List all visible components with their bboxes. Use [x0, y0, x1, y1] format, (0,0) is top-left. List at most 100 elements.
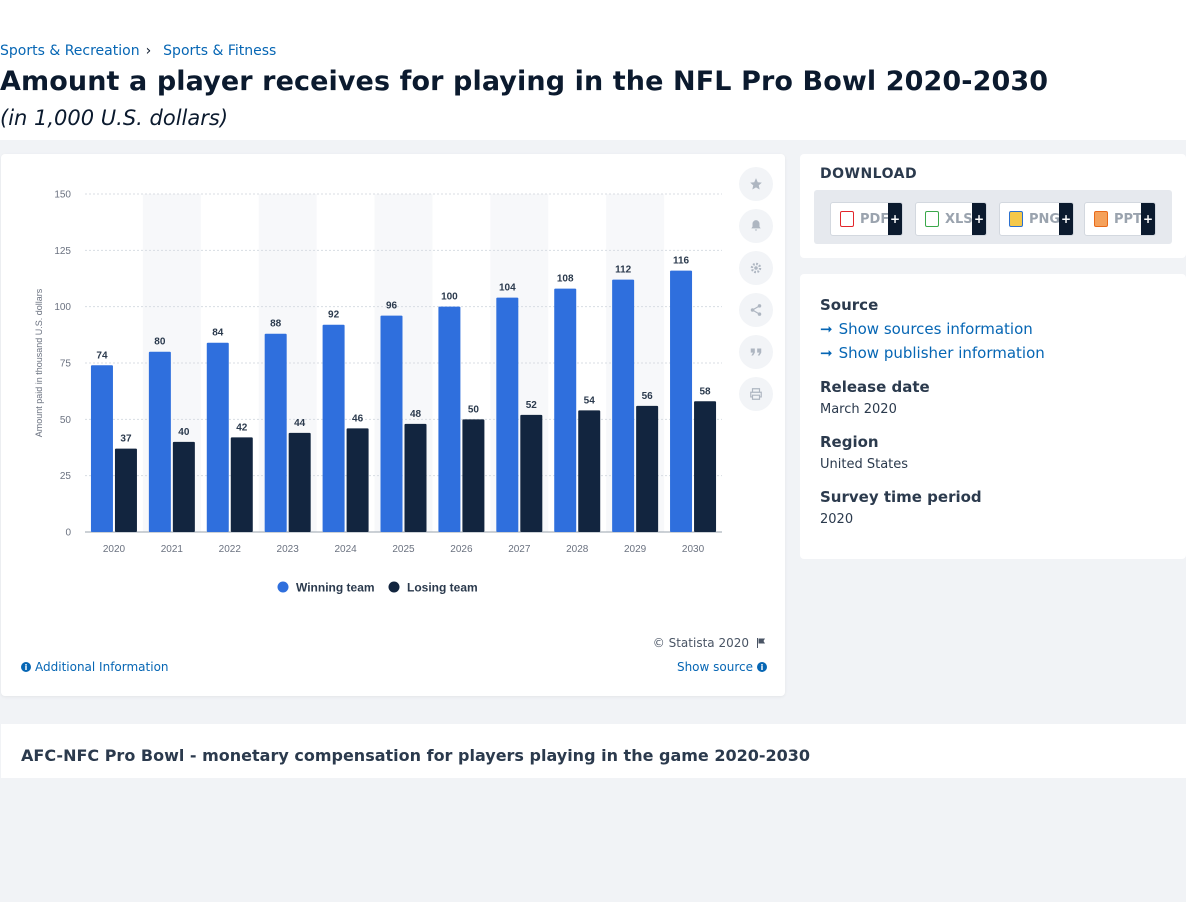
bar-winning: [554, 288, 577, 532]
release-date-value: March 2020: [820, 402, 897, 417]
x-tick-label: 2028: [566, 544, 589, 555]
show-source-link[interactable]: Show source i: [677, 660, 767, 674]
y-tick-label: 0: [65, 528, 71, 539]
bar-winning: [322, 324, 345, 532]
statistic-details-card: Source ➞ Show sources information ➞ Show…: [800, 274, 1186, 559]
show-publisher-label: Show publisher information: [838, 344, 1045, 362]
show-sources-label: Show sources information: [838, 320, 1033, 338]
additional-information-label: Additional Information: [35, 660, 169, 674]
chart-card: 0 25 50 75 100 125 150 Amount paid in thousand …: [1, 154, 785, 696]
x-tick-label: 2025: [392, 544, 415, 555]
plus-icon: +: [972, 203, 986, 235]
download-xls-button[interactable]: XLS +: [915, 202, 987, 236]
breadcrumb-item-sports-fitness[interactable]: Sports & Fitness: [163, 43, 277, 59]
xls-file-icon: [925, 211, 939, 227]
x-tick-label: 2030: [682, 544, 705, 555]
survey-period-value: 2020: [820, 512, 854, 527]
data-label: 74: [96, 350, 108, 361]
data-label: 50: [468, 404, 480, 415]
data-label: 108: [557, 274, 574, 285]
related-statistic-card: AFC-NFC Pro Bowl - monetary compensation…: [1, 724, 1186, 778]
download-png-button[interactable]: PNG +: [999, 202, 1074, 236]
data-label: 112: [615, 265, 632, 276]
bar-losing: [230, 437, 253, 532]
data-label: 96: [386, 301, 398, 312]
bar-losing: [462, 419, 485, 532]
data-label: 58: [699, 386, 711, 397]
data-label: 37: [120, 434, 132, 445]
share-button[interactable]: [739, 293, 773, 327]
bar-losing: [172, 441, 195, 532]
x-tick-label: 2021: [161, 544, 184, 555]
release-date-label: Release date: [820, 378, 930, 396]
download-card: DOWNLOAD PDF + XLS + PNG + PPT +: [800, 154, 1186, 258]
legend-label: Losing team: [407, 581, 478, 595]
data-label: 92: [328, 310, 340, 321]
bar-winning: [90, 365, 113, 532]
settings-button[interactable]: [739, 251, 773, 285]
data-label: 104: [499, 283, 516, 294]
data-label: 46: [352, 413, 364, 424]
data-label: 100: [441, 292, 458, 303]
bar-winning: [264, 333, 287, 532]
plus-icon: +: [888, 203, 902, 235]
download-buttons: PDF + XLS + PNG + PPT +: [814, 190, 1172, 244]
page-title: Amount a player receives for playing in …: [0, 66, 1049, 97]
notification-button[interactable]: [739, 209, 773, 243]
x-tick-label: 2022: [219, 544, 242, 555]
y-tick-label: 150: [54, 190, 71, 201]
x-tick-label: 2024: [334, 544, 357, 555]
cite-button[interactable]: [739, 335, 773, 369]
x-tick-label: 2027: [508, 544, 531, 555]
related-statistic-title[interactable]: AFC-NFC Pro Bowl - monetary compensation…: [21, 746, 811, 765]
info-icon: i: [21, 662, 31, 672]
data-label: 40: [178, 427, 190, 438]
data-label: 48: [410, 409, 422, 420]
data-label: 116: [673, 256, 690, 267]
bar-losing: [520, 414, 543, 532]
download-ppt-button[interactable]: PPT +: [1084, 202, 1156, 236]
pdf-file-icon: [840, 211, 854, 227]
additional-information-link[interactable]: i Additional Information: [21, 660, 169, 674]
png-file-icon: [1009, 211, 1023, 227]
star-icon: [750, 178, 762, 190]
bar-losing: [694, 401, 717, 532]
survey-period-label: Survey time period: [820, 488, 982, 506]
data-label: 56: [642, 391, 654, 402]
copyright: © Statista 2020: [653, 636, 767, 650]
download-pdf-label: PDF: [860, 211, 890, 227]
download-pdf-button[interactable]: PDF +: [830, 202, 903, 236]
gear-icon: [750, 262, 762, 274]
y-tick-label: 25: [60, 471, 72, 482]
y-axis-label: Amount paid in thousand U.S. dollars: [34, 288, 44, 437]
header-area: [0, 0, 1186, 140]
breadcrumb-separator: ›: [145, 43, 152, 59]
data-label: 52: [526, 400, 538, 411]
data-label: 88: [270, 319, 282, 330]
x-tick-label: 2029: [624, 544, 647, 555]
download-png-label: PNG: [1029, 211, 1061, 227]
bar-losing: [288, 432, 311, 532]
favorite-button[interactable]: [739, 167, 773, 201]
y-tick-label: 50: [60, 415, 72, 426]
print-button[interactable]: [739, 377, 773, 411]
bar-winning: [148, 351, 171, 532]
bar-winning: [206, 342, 229, 532]
x-tick-label: 2026: [450, 544, 473, 555]
bar-losing: [346, 428, 369, 532]
bar-losing: [636, 405, 659, 532]
breadcrumb-item-sports-recreation[interactable]: Sports & Recreation: [0, 43, 140, 59]
flag-icon[interactable]: [755, 637, 767, 649]
data-label: 42: [236, 422, 248, 433]
y-tick-label: 125: [54, 246, 71, 257]
show-sources-link[interactable]: ➞ Show sources information: [820, 320, 1033, 338]
breadcrumb: Sports & Recreation › Sports & Fitness: [0, 43, 276, 59]
arrow-right-icon: ➞: [820, 344, 833, 362]
show-publisher-link[interactable]: ➞ Show publisher information: [820, 344, 1045, 362]
legend-marker: [277, 581, 289, 593]
y-tick-label: 100: [54, 302, 71, 313]
legend-label: Winning team: [296, 581, 375, 595]
download-title: DOWNLOAD: [820, 166, 918, 182]
bar-winning: [496, 297, 519, 532]
data-label: 44: [294, 418, 306, 429]
